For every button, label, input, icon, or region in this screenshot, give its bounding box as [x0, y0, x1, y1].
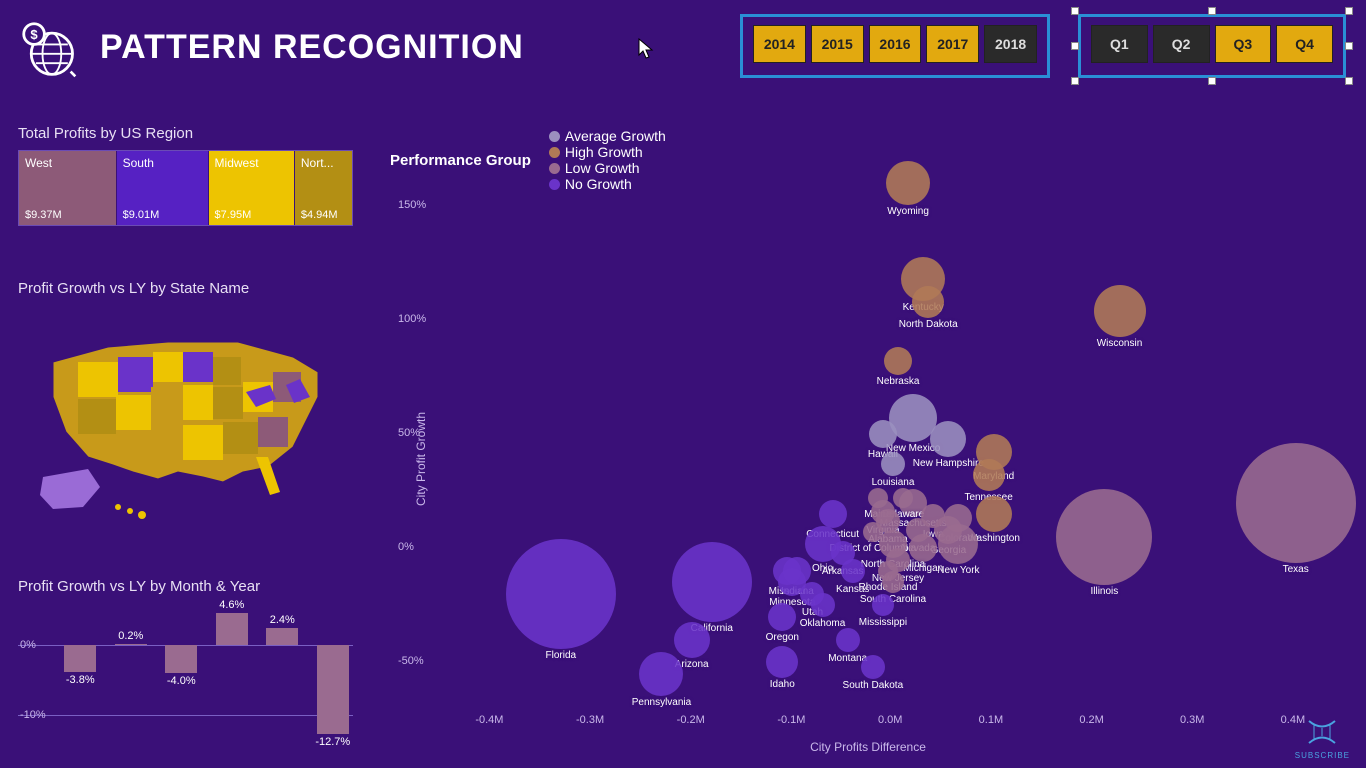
bar-title: Profit Growth vs LY by Month & Year — [18, 578, 353, 595]
bubble[interactable] — [893, 488, 913, 508]
bubble[interactable] — [766, 646, 798, 678]
bar-col[interactable]: -12.7% — [313, 605, 354, 745]
bar-chart[interactable]: 0%-10%-3.8%0.2%-4.0%4.6%2.4%-12.7% — [18, 605, 353, 745]
bar-region: Profit Growth vs LY by Month & Year 0%-1… — [18, 578, 353, 758]
bubble-label: Oklahoma — [800, 618, 846, 629]
bubble-label: Oregon — [766, 632, 799, 643]
bubble[interactable] — [930, 421, 966, 457]
bubble[interactable] — [912, 286, 944, 318]
bubble[interactable] — [886, 161, 930, 205]
bubble[interactable] — [768, 603, 796, 631]
bubble[interactable] — [674, 622, 710, 658]
bubble[interactable] — [841, 559, 865, 583]
bubble[interactable] — [1056, 489, 1152, 585]
bubble[interactable] — [639, 652, 683, 696]
scatter-region: City Profit Growth City Profits Differen… — [380, 160, 1356, 758]
globe-dollar-icon: $ — [20, 20, 80, 80]
bubble[interactable] — [1094, 285, 1146, 337]
quarter-button-Q1[interactable]: Q1 — [1091, 25, 1148, 63]
year-button-2015[interactable]: 2015 — [811, 25, 864, 63]
bubble-label: New Hampshire — [913, 458, 984, 469]
year-slicer: 20142015201620172018 — [740, 14, 1050, 78]
map-title: Profit Growth vs LY by State Name — [18, 280, 353, 297]
bubble[interactable] — [819, 500, 847, 528]
page-title: PATTERN RECOGNITION — [100, 28, 524, 67]
treemap-cell[interactable]: Midwest$7.95M — [209, 151, 295, 225]
legend-item[interactable]: Average Growth — [549, 128, 666, 144]
year-button-2017[interactable]: 2017 — [926, 25, 979, 63]
bubble[interactable] — [976, 496, 1012, 532]
treemap-region: Total Profits by US Region West$9.37MSou… — [18, 125, 353, 226]
bubble[interactable] — [506, 539, 616, 649]
scatter-chart[interactable]: -0.4M-0.3M-0.2M-0.1M0.0M0.1M0.2M0.3M0.4M… — [440, 160, 1346, 708]
bar-col[interactable]: 0.2% — [111, 605, 152, 745]
bubble-label: Idaho — [770, 679, 795, 690]
bubble-label: Wyoming — [887, 206, 929, 217]
bubble[interactable] — [882, 571, 904, 593]
treemap-cell[interactable]: Nort...$4.94M — [295, 151, 352, 225]
bubble-label: South Dakota — [843, 680, 904, 691]
bubble[interactable] — [811, 593, 835, 617]
x-axis-title: City Profits Difference — [810, 740, 926, 754]
bubble[interactable] — [836, 628, 860, 652]
year-button-2016[interactable]: 2016 — [869, 25, 922, 63]
bubble-label: Pennsylvania — [632, 697, 691, 708]
subscribe-label: SUBSCRIBE — [1295, 751, 1350, 760]
year-button-2014[interactable]: 2014 — [753, 25, 806, 63]
dna-icon — [1304, 718, 1340, 746]
bubble[interactable] — [861, 655, 885, 679]
bar-col[interactable]: -4.0% — [161, 605, 202, 745]
bubble-label: Illinois — [1090, 586, 1118, 597]
bubble-label: New York — [937, 565, 979, 576]
bubble-label: North Dakota — [899, 319, 958, 330]
bubble[interactable] — [872, 594, 894, 616]
bubble[interactable] — [672, 542, 752, 622]
bubble-label: Mississippi — [859, 617, 907, 628]
quarter-button-Q4[interactable]: Q4 — [1276, 25, 1333, 63]
bubble[interactable] — [884, 347, 912, 375]
bubble-label: Wisconsin — [1097, 338, 1143, 349]
svg-text:$: $ — [30, 27, 38, 42]
quarter-button-Q2[interactable]: Q2 — [1153, 25, 1210, 63]
bubble-label: Louisiana — [872, 477, 915, 488]
treemap-cell[interactable]: West$9.37M — [19, 151, 117, 225]
bubble-label: Texas — [1283, 564, 1309, 575]
bubble-label: Nebraska — [877, 376, 920, 387]
bubble[interactable] — [869, 420, 897, 448]
bubble-label: Florida — [546, 650, 577, 661]
bubble[interactable] — [1236, 443, 1356, 563]
map-region: Profit Growth vs LY by State Name — [18, 280, 353, 532]
bubble[interactable] — [938, 524, 978, 564]
bar-col[interactable]: -3.8% — [60, 605, 101, 745]
subscribe-badge[interactable]: SUBSCRIBE — [1295, 718, 1350, 760]
treemap-cell[interactable]: South$9.01M — [117, 151, 209, 225]
legend-item[interactable]: High Growth — [549, 144, 666, 160]
bar-col[interactable]: 2.4% — [262, 605, 303, 745]
year-button-2018[interactable]: 2018 — [984, 25, 1037, 63]
quarter-slicer: Q1Q2Q3Q4 — [1078, 14, 1346, 78]
bar-col[interactable]: 4.6% — [212, 605, 253, 745]
quarter-button-Q3[interactable]: Q3 — [1215, 25, 1272, 63]
us-map-icon[interactable] — [18, 307, 338, 527]
bubble[interactable] — [973, 459, 1005, 491]
bubble[interactable] — [881, 452, 905, 476]
treemap-title: Total Profits by US Region — [18, 125, 353, 142]
